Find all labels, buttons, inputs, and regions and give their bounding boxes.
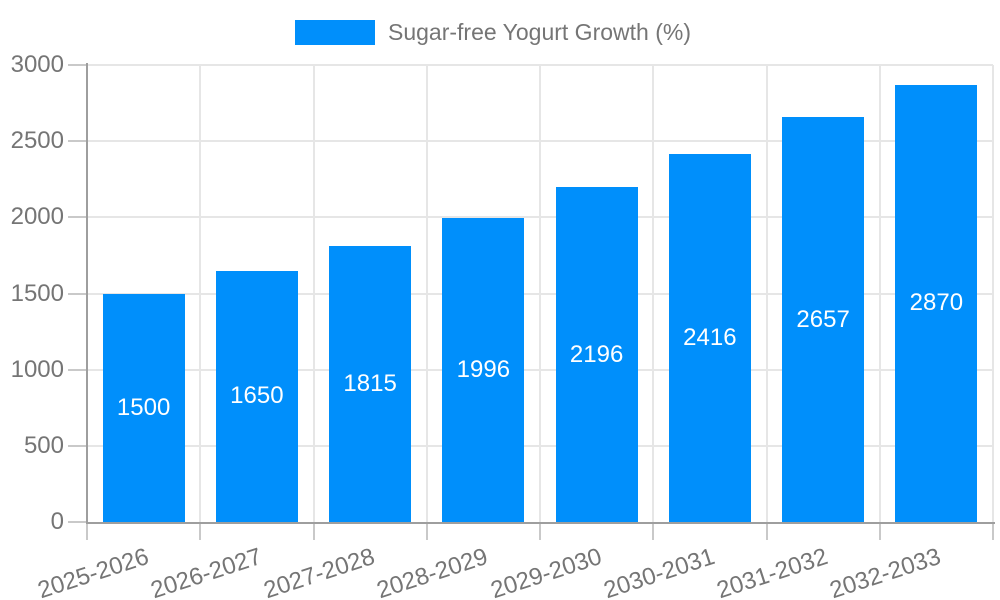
y-axis-tick bbox=[68, 216, 87, 219]
y-axis-tick bbox=[68, 140, 87, 143]
x-axis-tick bbox=[86, 522, 88, 540]
x-gridline bbox=[312, 65, 315, 522]
bar-value-label: 1996 bbox=[456, 355, 511, 383]
x-axis-tick bbox=[199, 522, 202, 540]
bar-value-label: 2657 bbox=[796, 305, 850, 333]
x-gridline bbox=[992, 65, 994, 522]
bar bbox=[668, 153, 751, 522]
x-axis-tick bbox=[992, 522, 994, 540]
y-axis-tick bbox=[68, 444, 87, 447]
x-axis-tick bbox=[539, 522, 541, 540]
legend-swatch bbox=[295, 20, 375, 45]
y-axis-label: 3000 bbox=[10, 51, 64, 78]
y-axis-label: 1500 bbox=[10, 279, 64, 307]
y-axis-label: 2000 bbox=[10, 203, 64, 231]
x-axis-tick bbox=[652, 522, 655, 540]
bar-value-label: 2196 bbox=[569, 340, 624, 368]
x-axis-tick bbox=[765, 522, 768, 540]
y-axis-label: 500 bbox=[23, 431, 64, 459]
y-axis-tick bbox=[68, 64, 87, 66]
bar bbox=[215, 270, 298, 522]
y-axis-tick bbox=[68, 292, 87, 295]
legend[interactable]: Sugar-free Yogurt Growth (%) bbox=[295, 20, 691, 45]
bar bbox=[782, 117, 865, 522]
x-axis-tick bbox=[312, 522, 315, 540]
bar-value-label: 2870 bbox=[909, 289, 964, 317]
bar-value-label: 2416 bbox=[683, 323, 737, 351]
bar-value-label: 1650 bbox=[230, 382, 284, 410]
x-gridline bbox=[425, 65, 428, 522]
bar bbox=[102, 293, 185, 522]
bar-value-label: 1815 bbox=[343, 369, 397, 397]
y-axis-tick bbox=[68, 521, 87, 523]
x-gridline bbox=[539, 65, 541, 522]
x-axis-tick bbox=[878, 522, 881, 540]
x-gridline bbox=[878, 65, 881, 522]
bar bbox=[555, 187, 638, 522]
y-axis-tick bbox=[68, 368, 87, 371]
y-axis-label: 2500 bbox=[10, 127, 64, 155]
y-axis-label: 1000 bbox=[10, 355, 64, 383]
x-gridline bbox=[652, 65, 655, 522]
bar bbox=[442, 217, 525, 522]
legend-label: Sugar-free Yogurt Growth (%) bbox=[388, 19, 691, 45]
bar bbox=[895, 84, 978, 522]
x-gridline bbox=[765, 65, 768, 522]
x-axis-tick bbox=[425, 522, 428, 540]
y-axis-line bbox=[86, 63, 88, 524]
bar-value-label: 1500 bbox=[116, 393, 171, 421]
y-axis-label: 0 bbox=[50, 508, 64, 535]
x-axis-line bbox=[86, 522, 995, 524]
x-gridline bbox=[199, 65, 202, 522]
bar bbox=[329, 245, 412, 522]
